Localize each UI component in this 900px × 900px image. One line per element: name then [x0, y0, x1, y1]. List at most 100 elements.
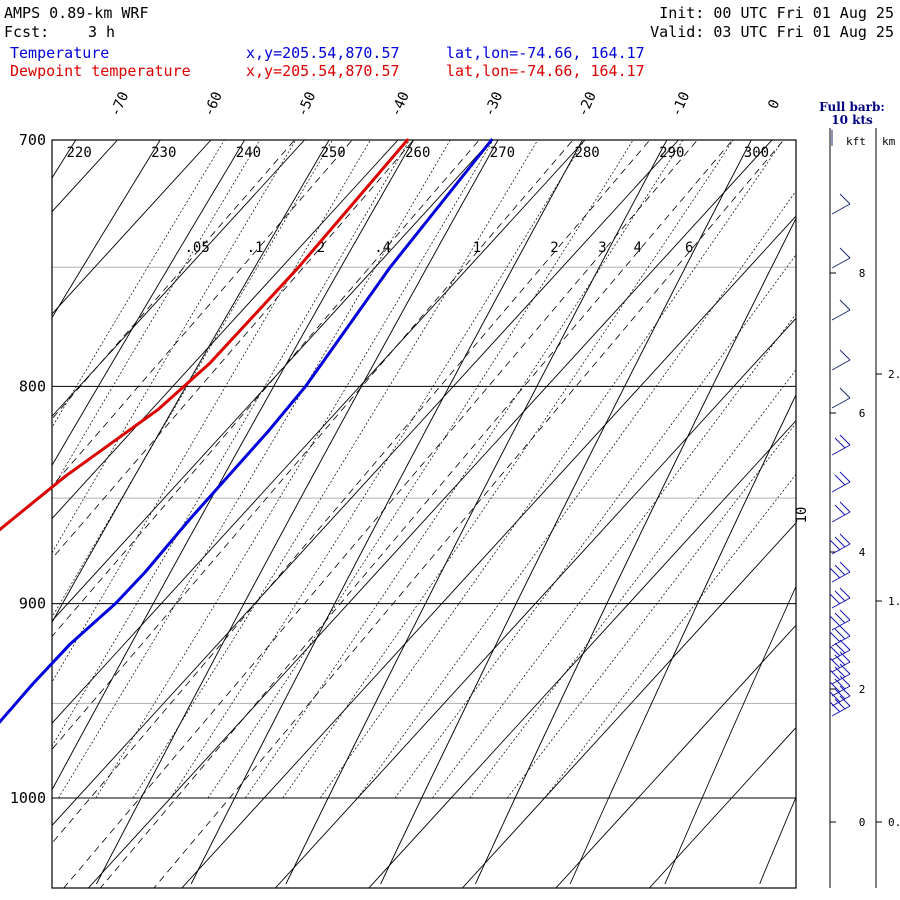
moist-adiabat: [245, 140, 684, 799]
wind-barb-staff: [831, 203, 851, 215]
dry-adiabat: [285, 140, 668, 885]
wind-barb-flag: [839, 587, 851, 599]
isotherm-line: [52, 140, 679, 827]
model-title: AMPS 0.89-km WRF: [4, 4, 149, 22]
wind-barb-flag: [839, 501, 851, 513]
pressure-tick-label: 800: [19, 377, 46, 395]
wind-barb-flag: [839, 471, 851, 483]
wind-barb-staff: [831, 481, 851, 493]
mixing-ratio-line: [52, 140, 480, 638]
wind-barb-flag: [829, 539, 841, 551]
wind-barb-flag: [834, 437, 846, 449]
barb-legend-line1: Full barb:: [819, 100, 885, 114]
temperature-tick-label: -30: [481, 90, 506, 120]
wind-barb-flag: [834, 474, 846, 486]
wind-barb-flag: [829, 691, 841, 703]
moist-adiabat: [469, 369, 796, 799]
wind-barb-staff: [831, 695, 851, 707]
isotherm-line: [52, 140, 399, 520]
temperature-tick-label: -10: [668, 90, 693, 120]
moist-adiabat: [52, 140, 333, 618]
mixing-ratio-label: .1: [247, 240, 264, 256]
wind-barb-staff: [831, 511, 851, 523]
dry-adiabat: [52, 140, 414, 791]
wind-barb-flag: [834, 536, 846, 548]
isotherm-line: [368, 419, 796, 888]
wind-barb-flag: [839, 685, 851, 697]
dry-adiabat: [52, 140, 330, 624]
plot-frame: [51, 139, 797, 889]
dry-adiabat: [380, 140, 752, 885]
wind-speed-label: 10: [794, 507, 810, 524]
wind-barb-flag: [839, 651, 851, 663]
forecast-value: 3 h: [88, 23, 116, 41]
kft-tick-label: 6: [859, 407, 866, 420]
moist-adiabat: [394, 254, 796, 799]
wind-barb-flag: [829, 657, 841, 669]
mixing-ratio-line: [100, 140, 734, 888]
wind-barb-flag: [834, 504, 846, 516]
wind-barb-flag: [834, 666, 846, 678]
isotherm-line: [555, 624, 796, 888]
wind-barb-flag: [839, 675, 851, 687]
dry-adiabat-label: 260: [405, 145, 430, 161]
isotherm-line: [461, 522, 796, 888]
wind-barb-flag: [839, 247, 851, 259]
dry-adiabat: [664, 585, 796, 885]
mixing-ratio-line: [52, 140, 574, 750]
wind-barb-staff: [831, 444, 851, 456]
wind-barb-staff: [831, 597, 851, 609]
wind-barb-flag: [839, 533, 851, 545]
dry-adiabat-label: 280: [574, 145, 599, 161]
wind-barb-staff: [831, 397, 851, 409]
wind-barb-flag: [839, 299, 851, 311]
pressure-tick-label: 900: [19, 595, 46, 613]
moist-adiabat: [52, 140, 261, 491]
moist-adiabat: [52, 140, 225, 429]
isotherm-line: [181, 215, 796, 888]
mixing-ratio-label: 2: [550, 240, 558, 256]
mixing-ratio-line: [52, 140, 415, 560]
forecast-label: Fcst:: [4, 23, 50, 41]
kft-axis-label: kft: [846, 135, 866, 148]
wind-barb-flag: [829, 615, 841, 627]
dewpoint-xy: x,y=205.54,870.57: [246, 62, 400, 80]
moist-adiabat: [132, 140, 539, 799]
kft-tick-label: 0: [859, 816, 866, 829]
mixing-ratio-label: .05: [185, 240, 210, 256]
wind-barb-flag: [839, 663, 851, 675]
wind-barb-flag: [829, 701, 841, 713]
dry-adiabat-label: 300: [744, 145, 769, 161]
isotherm-line: [52, 140, 305, 417]
km-axis-label: km: [882, 135, 896, 148]
wind-barb-staff: [831, 685, 851, 697]
moist-adiabat: [357, 190, 796, 799]
dry-adiabat-label: 270: [490, 145, 515, 161]
plot-area: [52, 140, 796, 888]
mixing-ratio-label: 4: [633, 240, 641, 256]
moist-adiabat: [52, 140, 297, 554]
moist-adiabat: [95, 140, 494, 799]
wind-barb-flag: [839, 609, 851, 621]
wind-barb-staff: [831, 649, 851, 661]
dry-adiabat-label: 250: [320, 145, 345, 161]
wind-barb-staff: [831, 359, 851, 371]
moist-adiabat: [319, 140, 784, 799]
dry-adiabat-label: 240: [236, 145, 261, 161]
mixing-ratio-line: [153, 140, 785, 888]
mixing-ratio-line: [63, 140, 698, 888]
dry-adiabat: [52, 140, 161, 319]
wind-barb-flag: [829, 567, 841, 579]
mixing-ratio-label: 3: [598, 240, 606, 256]
init-time: Init: 00 UTC Fri 01 Aug 25: [659, 4, 894, 22]
wind-barb-flag: [839, 561, 851, 573]
wind-barb-flag: [834, 612, 846, 624]
temperature-legend: Temperature: [10, 44, 110, 62]
mixing-ratio-label: 6: [685, 240, 693, 256]
kft-tick-label: 2: [859, 683, 866, 696]
wind-barb-flag: [834, 678, 846, 690]
wind-barb-flag: [834, 654, 846, 666]
moist-adiabat: [52, 140, 410, 747]
temperature-tick-label: -20: [575, 90, 600, 120]
wind-barb-flag: [834, 688, 846, 700]
